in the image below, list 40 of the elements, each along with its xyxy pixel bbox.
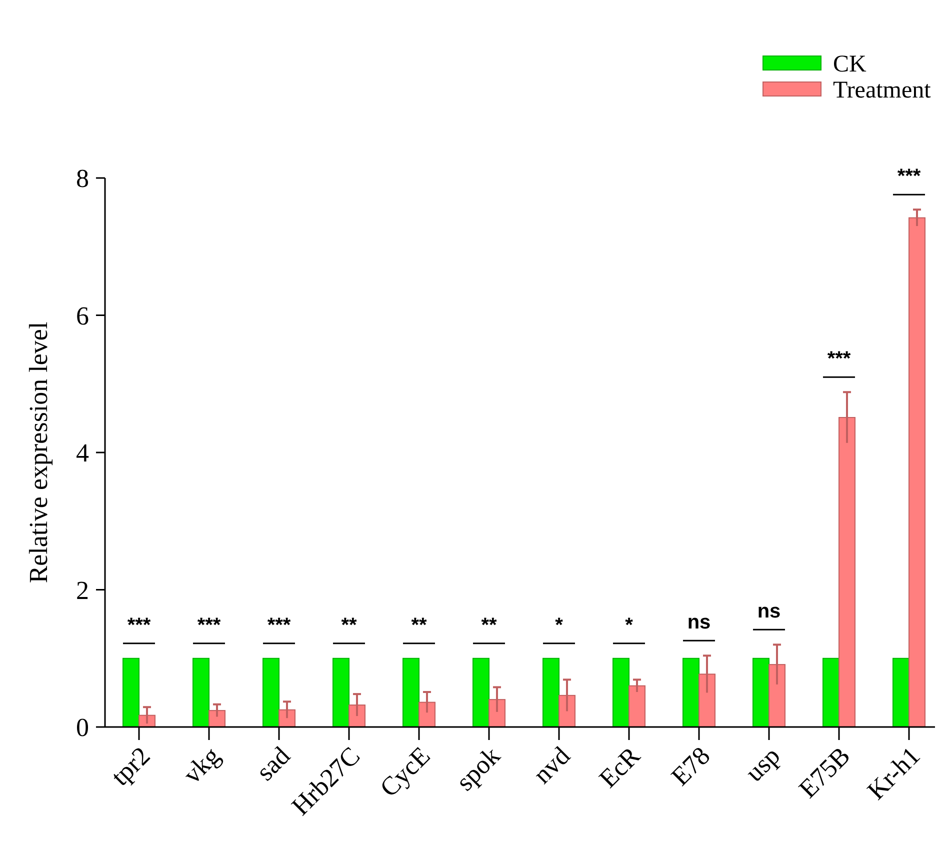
x-tick-label: tpr2 — [106, 741, 156, 792]
annotation: *** — [897, 166, 921, 188]
annotation: * — [555, 614, 564, 636]
x-tick-label: vkg — [178, 741, 226, 790]
annotation: *** — [127, 614, 151, 636]
bar — [332, 658, 350, 728]
y-tick-label: 0 — [76, 713, 89, 742]
x-tick-label: sad — [250, 741, 296, 786]
x-tick-label: nvd — [528, 741, 576, 790]
y-tick-label: 4 — [76, 438, 89, 468]
annotation: *** — [827, 348, 851, 370]
bar — [542, 658, 560, 728]
annotation: *** — [197, 614, 221, 636]
legend-label: Treatment — [833, 77, 932, 104]
annotation: ns — [757, 600, 781, 623]
y-tick-label: 2 — [76, 576, 89, 605]
y-tick-label: 8 — [76, 164, 89, 194]
x-tick-label: EcR — [594, 740, 646, 794]
y-tick-label: 6 — [76, 301, 89, 330]
x-tick-label: E78 — [666, 741, 716, 792]
bar — [262, 658, 280, 728]
bar — [752, 658, 770, 728]
bar — [682, 658, 700, 728]
annotation: *** — [267, 614, 291, 636]
bar — [892, 658, 910, 728]
y-axis-title: Relative expression level — [24, 322, 53, 584]
bar — [822, 658, 840, 728]
annotation: ns — [687, 612, 711, 634]
x-tick-label: usp — [740, 741, 786, 788]
annotation: ** — [481, 614, 497, 636]
x-tick-label: spok — [450, 741, 506, 796]
legend-label: CK — [833, 51, 868, 78]
bar — [122, 658, 140, 728]
bar — [472, 658, 490, 728]
bar — [402, 658, 420, 728]
annotation: * — [625, 614, 634, 636]
annotation: ** — [341, 614, 357, 636]
bar — [612, 658, 630, 728]
annotation: ** — [411, 614, 427, 636]
bar — [192, 658, 210, 728]
